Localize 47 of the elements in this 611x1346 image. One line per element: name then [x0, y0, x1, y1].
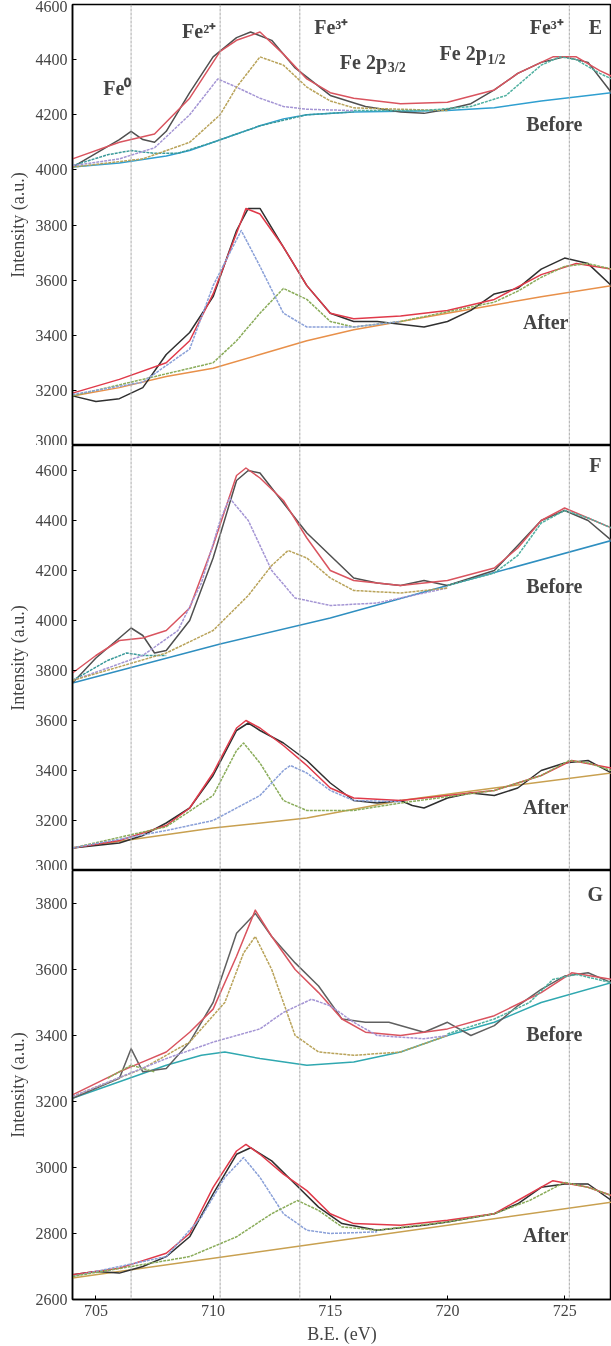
y-tick-label: 4200 [35, 562, 68, 579]
x-tick-label: 710 [201, 1301, 226, 1319]
y-tick-label: 3200 [35, 812, 68, 829]
y-tick-label: 4400 [35, 512, 68, 529]
y-tick-label: 4600 [35, 462, 68, 479]
x-axis-title: B.E. (eV) [307, 1323, 377, 1345]
y-tick-label: 3600 [35, 271, 68, 289]
y-tick-label: 3200 [35, 381, 68, 399]
y-tick-label: 4000 [35, 612, 68, 629]
y-tick-label: 4200 [35, 106, 68, 124]
x-tick-label: 725 [552, 1301, 577, 1319]
y-tick-label: 3000 [35, 431, 68, 449]
y-tick-label: 3400 [35, 326, 68, 344]
y-tick-label: 3800 [35, 895, 68, 912]
annotation: Before [526, 1022, 583, 1045]
y-tick-label: 4600 [35, 0, 68, 15]
y-tick-label: 3800 [35, 216, 68, 234]
y-axis-title: Intensity (a.u.) [7, 172, 29, 278]
y-tick-label: 3200 [35, 1093, 68, 1110]
y-tick-label: 4400 [35, 51, 68, 69]
x-tick-label: 705 [83, 1301, 108, 1319]
y-tick-label: 3600 [35, 961, 68, 978]
annotation: After [522, 1224, 569, 1247]
annotation: Fe³⁺ [314, 15, 349, 38]
y-axis-title: Intensity (a.u.) [7, 1032, 29, 1138]
y-tick-label: 3400 [35, 762, 68, 779]
annotation: Before [526, 574, 583, 597]
y-tick-label: 3800 [35, 662, 68, 679]
x-tick-label: 715 [318, 1301, 343, 1319]
y-tick-label: 3000 [35, 856, 68, 874]
y-tick-label: 3000 [35, 1159, 68, 1176]
y-tick-label: 2600 [35, 1291, 68, 1308]
annotation: Fe⁰ [103, 77, 132, 100]
y-tick-label: 3400 [35, 1027, 68, 1044]
annotation: E [588, 15, 602, 38]
y-tick-label: 2800 [35, 1225, 68, 1242]
annotation: Fe³⁺ [529, 15, 564, 38]
annotation: F [589, 454, 602, 477]
y-tick-label: 3600 [35, 712, 68, 729]
y-tick-label: 4000 [35, 161, 68, 179]
annotation: G [587, 883, 604, 906]
x-tick-label: 720 [435, 1301, 460, 1319]
y-axis-title: Intensity (a.u.) [7, 605, 29, 711]
annotation: After [522, 795, 569, 818]
annotation: Before [526, 112, 583, 135]
annotation: Fe²⁺ [182, 19, 217, 42]
annotation: After [522, 311, 569, 334]
